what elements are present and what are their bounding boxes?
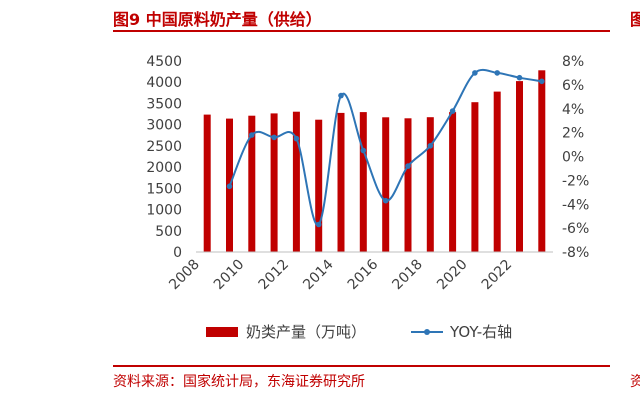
bar-2023 <box>538 70 546 252</box>
y-left-tick-label: 4000 <box>146 75 182 91</box>
y-right-tick-label: 0% <box>562 150 584 166</box>
x-tick-label: 2018 <box>389 257 426 294</box>
x-tick-label: 2022 <box>479 257 516 294</box>
yoy-point-2023 <box>539 78 545 85</box>
x-tick-label: 2020 <box>434 257 471 294</box>
y-right-tick-label: -2% <box>562 173 589 189</box>
y-left-tick-label: 1000 <box>146 203 182 219</box>
bar-2016 <box>382 117 390 252</box>
legend-line-label: YOY-右轴 <box>449 323 512 341</box>
y-left-tick-label: 1500 <box>146 181 182 197</box>
yoy-point-2011 <box>271 134 277 141</box>
x-tick-label: 2012 <box>256 257 293 294</box>
y-right-tick-label: 6% <box>562 78 584 94</box>
yoy-point-2015 <box>360 147 367 154</box>
bar-2021 <box>493 91 501 252</box>
y-left-tick-label: 2500 <box>146 139 182 155</box>
bar-2022 <box>516 81 523 252</box>
x-tick-label: 2016 <box>345 256 382 293</box>
chart-title: 图9 中国原料奶产量（供给） <box>113 10 322 29</box>
legend-line-marker <box>424 329 430 335</box>
bar-2020 <box>471 102 479 252</box>
x-tick-label: 2014 <box>300 256 337 293</box>
bar-2012 <box>292 111 300 252</box>
source-rule <box>113 365 610 367</box>
bar-2019 <box>449 112 457 252</box>
x-tick-label: 2010 <box>211 257 248 294</box>
legend-bar-label: 奶类产量（万吨） <box>246 323 366 341</box>
production-bars <box>203 70 546 253</box>
y-left-tick-label: 4500 <box>146 54 182 70</box>
y-right-tick-label: 8% <box>562 54 584 70</box>
legend-bar-swatch <box>206 327 238 337</box>
yoy-point-2013 <box>315 221 322 228</box>
y-right-tick-label: -6% <box>562 221 589 237</box>
y-left-tick-label: 500 <box>155 224 182 240</box>
legend: 奶类产量（万吨） YOY-右轴 <box>206 323 512 341</box>
yoy-point-2009 <box>226 183 233 190</box>
y-left-tick-label: 0 <box>173 245 182 261</box>
yoy-point-2014 <box>338 92 344 99</box>
yoy-point-2012 <box>293 135 300 142</box>
y-left-tick-label: 3500 <box>146 96 182 112</box>
source-note: 资料来源：国家统计局，东海证券研究所 <box>113 374 365 390</box>
bar-2018 <box>426 117 434 252</box>
yoy-line-series <box>226 68 545 228</box>
bar-2013 <box>315 119 323 252</box>
clipped-neighbor-title: 图 <box>630 10 640 29</box>
clipped-neighbor-source: 资 <box>630 374 640 390</box>
yoy-point-2019 <box>449 108 456 114</box>
yoy-line <box>228 68 542 226</box>
y-right-tick-label: -8% <box>562 245 589 261</box>
yoy-point-2018 <box>427 143 434 149</box>
yoy-point-2017 <box>405 163 411 169</box>
y-left-tick-label: 2000 <box>146 160 182 176</box>
yoy-point-2020 <box>472 70 478 76</box>
yoy-point-2022 <box>516 74 523 81</box>
bar-2010 <box>248 115 256 252</box>
yoy-point-2016 <box>382 197 389 204</box>
bar-2017 <box>404 118 412 252</box>
bar-2015 <box>359 112 367 252</box>
bar-2008 <box>203 114 211 252</box>
yoy-point-2010 <box>249 132 255 138</box>
y-right-tick-label: -4% <box>562 197 589 213</box>
y-right-tick-label: 4% <box>562 102 584 118</box>
y-left-tick-label: 3000 <box>146 118 182 134</box>
yoy-point-2021 <box>494 70 501 76</box>
bar-2014 <box>337 112 345 253</box>
x-tick-label: 2008 <box>166 257 203 294</box>
title-rule <box>113 30 610 32</box>
bar-2011 <box>270 113 278 253</box>
y-right-tick-label: 2% <box>562 126 584 142</box>
